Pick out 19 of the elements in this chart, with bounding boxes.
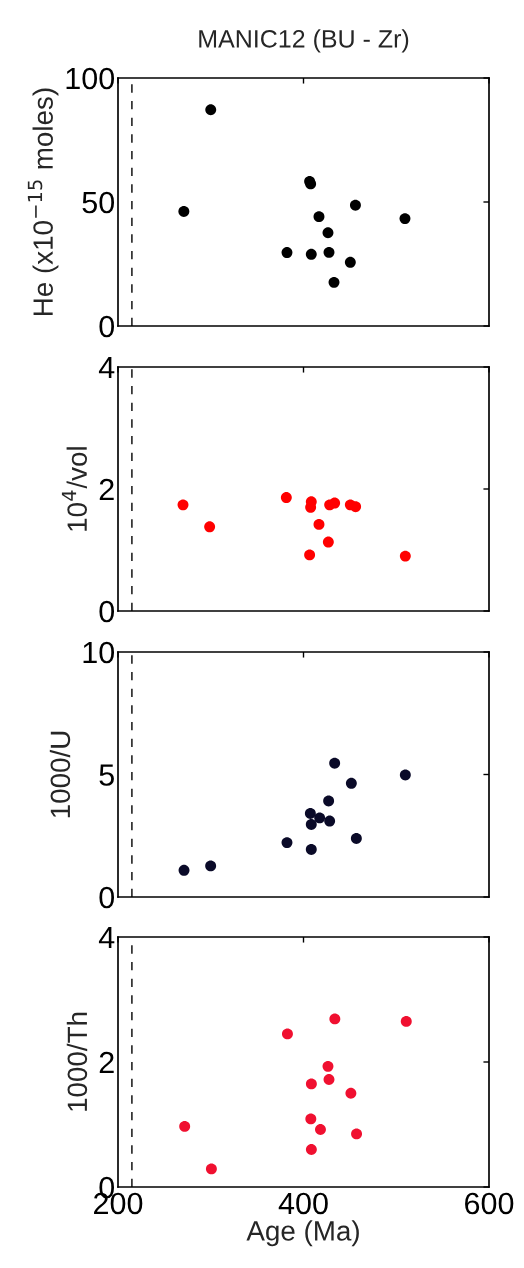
x-tick-label: 400 <box>278 1192 328 1215</box>
y-tick-label: 2 <box>99 1051 114 1074</box>
y-axis-title: 1000/U <box>49 731 71 818</box>
x-tick-label: 600 <box>465 1192 514 1215</box>
y-tick-label: 0 <box>99 315 115 338</box>
y-axis-title: 1000/Th <box>66 1012 88 1111</box>
y-tick-label: 0 <box>99 600 115 623</box>
y-tick-label: 100 <box>66 67 115 90</box>
y-tick-label: 4 <box>98 927 115 949</box>
y-axis-title: He (x10$^{−15}$ moles) <box>27 88 59 315</box>
y-tick-label: 4 <box>98 357 115 379</box>
y-tick-label: 2 <box>99 478 114 501</box>
chart-title: MANIC12 (BU - Zr) <box>199 29 409 53</box>
y-tick-label: 10 <box>83 641 115 664</box>
y-tick-label: 50 <box>82 191 115 214</box>
y-tick-label: 5 <box>99 764 114 786</box>
y-tick-label: 0 <box>99 886 115 909</box>
y-axis-title: 10$^{4}$/vol <box>61 447 87 531</box>
x-axis-title: Age (Ma) <box>246 1220 359 1247</box>
